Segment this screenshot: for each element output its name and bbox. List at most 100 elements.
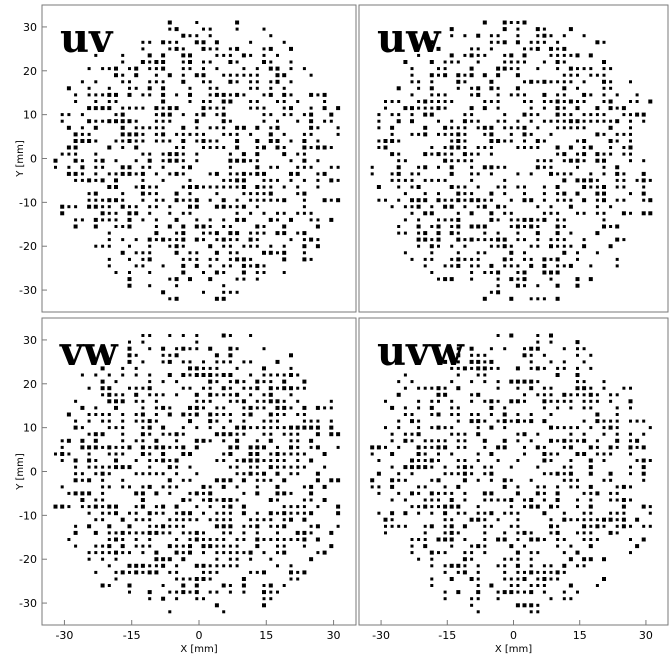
- data-point: [302, 511, 306, 515]
- data-point: [208, 231, 212, 235]
- data-point: [161, 80, 165, 84]
- data-point: [262, 478, 266, 482]
- data-point: [175, 597, 179, 601]
- data-point: [648, 459, 652, 462]
- data-point: [60, 152, 64, 156]
- data-point: [568, 119, 573, 124]
- data-point: [134, 366, 138, 370]
- data-point: [161, 531, 165, 535]
- data-point: [443, 106, 447, 110]
- data-point: [168, 297, 172, 301]
- data-point: [208, 412, 213, 417]
- data-point: [188, 192, 192, 196]
- data-point: [302, 419, 306, 423]
- data-point: [483, 380, 487, 384]
- data-point: [181, 60, 185, 64]
- data-point: [134, 86, 138, 90]
- data-point: [215, 53, 219, 57]
- data-point: [134, 563, 139, 568]
- data-point: [410, 419, 414, 424]
- data-point: [235, 538, 239, 541]
- data-point: [621, 211, 626, 216]
- data-point: [496, 277, 500, 281]
- data-point: [161, 485, 165, 489]
- data-point: [576, 211, 579, 215]
- data-point: [536, 159, 540, 163]
- data-point: [384, 106, 387, 110]
- data-point: [101, 93, 105, 97]
- data-point: [443, 551, 447, 555]
- data-point: [202, 132, 205, 136]
- data-point: [595, 231, 600, 236]
- data-point: [215, 257, 219, 261]
- data-point: [275, 471, 280, 476]
- data-point: [582, 380, 586, 384]
- data-point: [296, 185, 300, 189]
- data-point: [208, 218, 212, 222]
- data-point: [443, 537, 448, 542]
- data-point: [161, 92, 166, 97]
- data-point: [377, 198, 381, 202]
- data-point: [148, 465, 152, 469]
- data-point: [588, 544, 593, 549]
- data-point: [602, 577, 606, 581]
- data-point: [282, 478, 287, 483]
- data-point: [262, 393, 266, 397]
- data-point: [589, 538, 593, 541]
- data-point: [602, 452, 606, 456]
- data-point: [456, 465, 460, 469]
- data-point: [576, 439, 579, 443]
- data-point: [141, 93, 145, 97]
- data-point: [147, 530, 152, 535]
- data-point: [529, 584, 533, 587]
- data-point: [194, 405, 199, 410]
- data-point: [576, 366, 579, 370]
- data-point: [181, 346, 186, 351]
- data-point: [515, 366, 520, 371]
- data-point: [602, 185, 606, 189]
- y-axis-title: Y [mm]: [15, 140, 26, 178]
- data-point: [582, 406, 586, 410]
- data-point: [462, 570, 467, 575]
- data-point: [181, 224, 186, 229]
- data-point: [416, 237, 421, 242]
- data-point: [376, 471, 381, 476]
- data-point: [282, 405, 287, 410]
- data-point: [555, 270, 560, 275]
- data-point: [576, 73, 579, 77]
- data-point: [589, 67, 593, 71]
- data-point: [309, 112, 314, 117]
- data-point: [562, 597, 566, 601]
- data-point: [410, 132, 414, 136]
- data-point: [523, 80, 526, 84]
- data-point: [235, 132, 239, 136]
- data-point: [241, 185, 246, 189]
- data-point: [509, 21, 513, 24]
- data-point: [228, 590, 232, 594]
- data-point: [403, 231, 407, 235]
- data-point: [522, 603, 527, 608]
- data-point: [529, 146, 533, 149]
- data-point: [148, 67, 152, 71]
- data-point: [456, 224, 461, 229]
- data-point: [302, 452, 306, 456]
- data-point: [66, 145, 71, 150]
- data-point: [181, 478, 185, 482]
- data-point: [175, 472, 179, 476]
- data-point: [556, 264, 560, 268]
- data-point: [255, 159, 259, 163]
- data-point: [542, 198, 546, 202]
- data-point: [174, 250, 179, 255]
- data-point: [430, 399, 434, 403]
- data-point: [202, 498, 205, 502]
- data-point: [235, 178, 240, 183]
- data-point: [523, 393, 526, 397]
- data-point: [483, 100, 487, 103]
- data-point: [536, 432, 540, 436]
- data-point: [235, 551, 239, 555]
- data-point: [568, 583, 573, 588]
- data-point: [120, 132, 125, 137]
- data-point: [390, 125, 395, 130]
- data-point: [128, 271, 131, 274]
- data-point: [249, 106, 253, 110]
